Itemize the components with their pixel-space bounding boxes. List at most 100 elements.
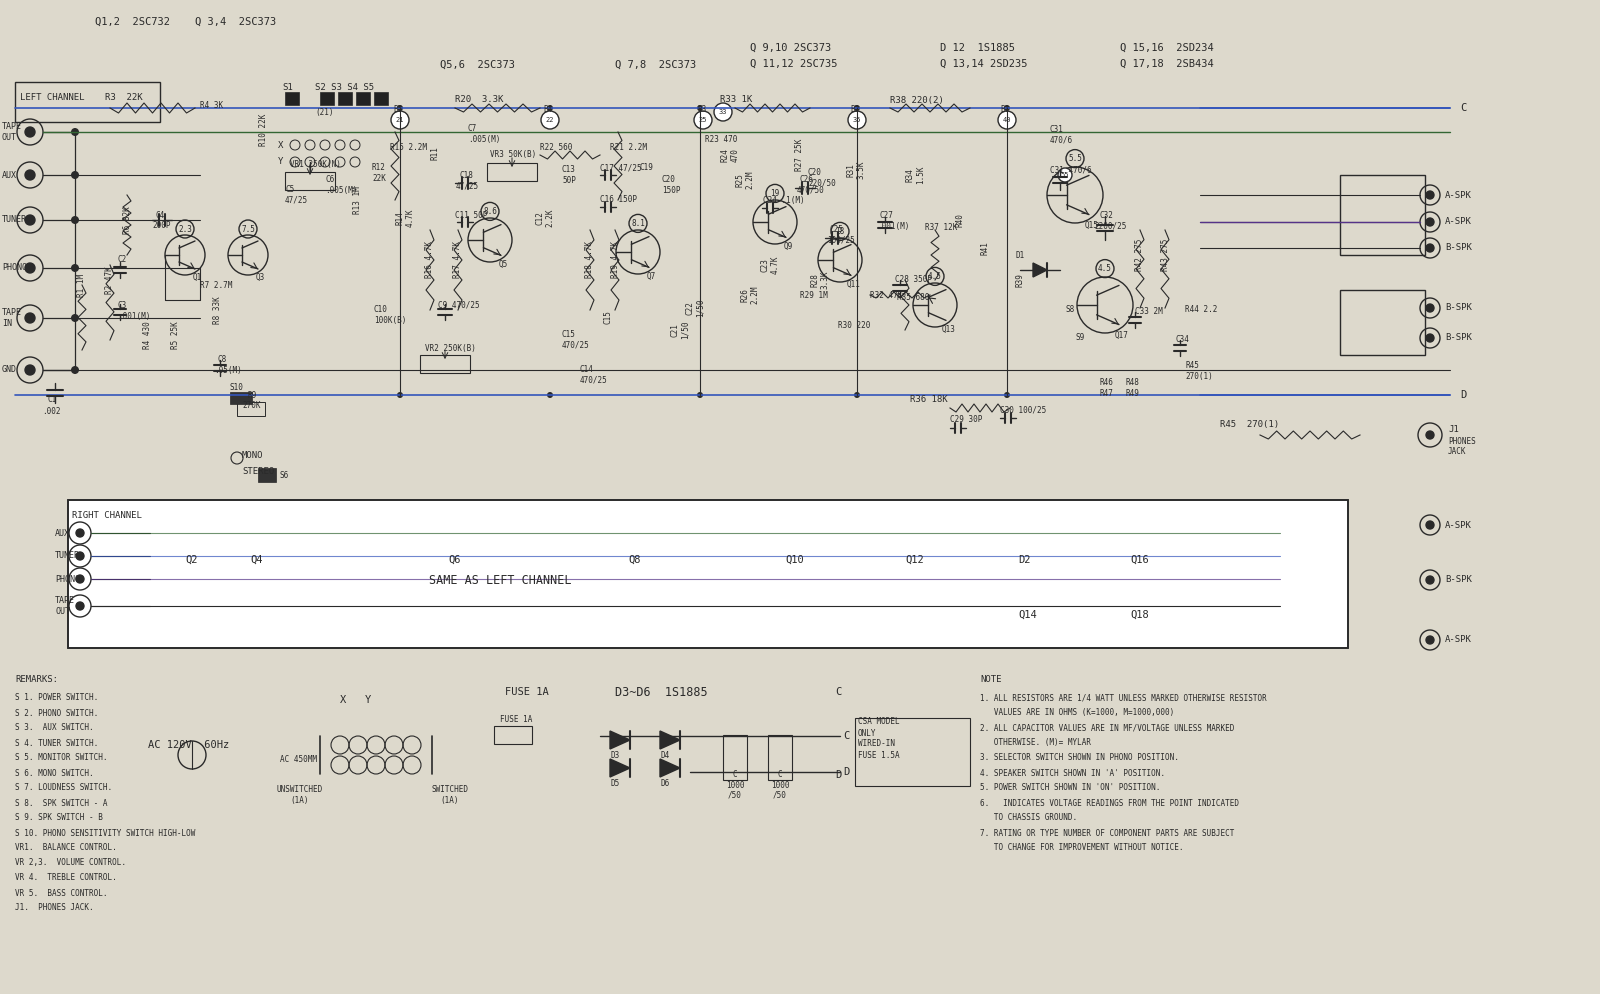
Text: D3: D3 — [610, 751, 619, 760]
Text: SAME AS LEFT CHANNEL: SAME AS LEFT CHANNEL — [429, 574, 571, 586]
Text: AUX: AUX — [54, 529, 70, 538]
Text: R26
2.2M: R26 2.2M — [741, 285, 760, 304]
Text: B1: B1 — [1000, 105, 1010, 114]
Text: Q2: Q2 — [186, 555, 197, 565]
Text: D4: D4 — [661, 751, 670, 760]
Text: C30 100/25: C30 100/25 — [1000, 406, 1046, 414]
Text: 100/25: 100/25 — [827, 236, 854, 245]
Text: A-SPK: A-SPK — [1445, 218, 1472, 227]
Text: Q1: Q1 — [192, 272, 202, 281]
Text: 4.5: 4.5 — [928, 272, 942, 281]
Text: A-SPK: A-SPK — [1445, 635, 1472, 644]
Text: S 1. POWER SWITCH.: S 1. POWER SWITCH. — [14, 694, 98, 703]
Text: R25
2.2M: R25 2.2M — [736, 171, 755, 189]
Text: 5.5: 5.5 — [1069, 154, 1082, 163]
Text: R41: R41 — [981, 242, 989, 254]
Text: R9: R9 — [248, 391, 258, 400]
Circle shape — [547, 392, 554, 398]
Text: 25: 25 — [699, 117, 707, 123]
Text: FUSE 1.5A: FUSE 1.5A — [858, 750, 899, 759]
Text: 8.1: 8.1 — [630, 219, 645, 228]
Bar — [355, 92, 370, 105]
Text: C22
1/50: C22 1/50 — [685, 299, 704, 317]
Text: R8 33K: R8 33K — [213, 296, 222, 324]
Text: B2: B2 — [850, 105, 859, 114]
Text: X   Y: X Y — [339, 695, 371, 705]
Text: B-SPK: B-SPK — [1445, 334, 1472, 343]
Text: D6: D6 — [661, 779, 670, 788]
Text: FUSE 1A: FUSE 1A — [506, 687, 549, 697]
Text: R34
1.5K: R34 1.5K — [906, 166, 925, 184]
Text: S 5. MONITOR SWITCH.: S 5. MONITOR SWITCH. — [14, 753, 107, 762]
Text: WIRED-IN: WIRED-IN — [858, 740, 894, 748]
Text: C18: C18 — [461, 171, 474, 180]
Text: S8: S8 — [1066, 305, 1074, 314]
Text: 55: 55 — [1061, 172, 1069, 178]
Bar — [338, 92, 352, 105]
Circle shape — [77, 529, 83, 537]
Text: 7.5: 7.5 — [242, 225, 254, 234]
Text: R30 220: R30 220 — [838, 320, 870, 329]
Text: X: X — [278, 140, 283, 149]
Text: 2200/25: 2200/25 — [1094, 222, 1126, 231]
Circle shape — [26, 365, 35, 375]
Bar — [237, 402, 266, 416]
Text: B4: B4 — [542, 105, 552, 114]
Circle shape — [854, 105, 861, 111]
Text: Q3: Q3 — [256, 272, 264, 281]
Text: VR 2,3.  VOLUME CONTROL.: VR 2,3. VOLUME CONTROL. — [14, 859, 126, 868]
Text: D5: D5 — [610, 779, 619, 788]
Circle shape — [397, 392, 403, 398]
Bar — [723, 735, 747, 780]
Circle shape — [1005, 105, 1010, 111]
Circle shape — [1426, 636, 1434, 644]
Text: C: C — [843, 731, 850, 741]
Text: .002: .002 — [42, 408, 61, 416]
Circle shape — [26, 313, 35, 323]
Text: J1.  PHONES JACK.: J1. PHONES JACK. — [14, 904, 94, 912]
Circle shape — [714, 103, 733, 121]
Text: D: D — [1459, 390, 1466, 400]
Bar — [374, 92, 387, 105]
Text: Q4: Q4 — [250, 555, 262, 565]
Circle shape — [77, 552, 83, 560]
Text: R29 1M: R29 1M — [800, 290, 827, 299]
Text: D3~D6  1S1885: D3~D6 1S1885 — [614, 686, 707, 699]
Circle shape — [541, 111, 558, 129]
Text: TUNER: TUNER — [2, 216, 27, 225]
Bar — [494, 726, 531, 744]
Bar — [1341, 175, 1426, 255]
Text: D1: D1 — [1014, 250, 1024, 259]
Text: C24 .1(M): C24 .1(M) — [763, 196, 805, 205]
Text: R4 3K: R4 3K — [200, 100, 222, 109]
Circle shape — [1426, 334, 1434, 342]
Text: R27 25K: R27 25K — [795, 139, 805, 171]
Text: 40: 40 — [1003, 117, 1011, 123]
Text: J1: J1 — [1448, 425, 1459, 434]
Text: R13 1M: R13 1M — [354, 186, 363, 214]
Text: D: D — [843, 767, 850, 777]
Text: R2 47K: R2 47K — [106, 266, 115, 294]
Text: R48
R49: R48 R49 — [1125, 379, 1139, 398]
Text: C5
47/25: C5 47/25 — [285, 185, 309, 205]
Polygon shape — [661, 731, 680, 749]
Text: R18 4.7K: R18 4.7K — [586, 242, 595, 278]
Text: 47/25: 47/25 — [456, 182, 478, 191]
Text: Q12: Q12 — [906, 555, 923, 565]
Circle shape — [998, 111, 1016, 129]
Text: R4 430: R4 430 — [144, 321, 152, 349]
Text: R35 680: R35 680 — [898, 293, 930, 302]
Circle shape — [1005, 392, 1010, 398]
Text: R31
3.5K: R31 3.5K — [846, 161, 866, 179]
Circle shape — [26, 215, 35, 225]
Text: C19: C19 — [640, 163, 654, 173]
Text: C20
150P: C20 150P — [662, 175, 680, 195]
Circle shape — [1426, 191, 1434, 199]
Text: Q7: Q7 — [646, 271, 656, 280]
Text: A-SPK: A-SPK — [1445, 521, 1472, 530]
Text: S 9. SPK SWITCH - B: S 9. SPK SWITCH - B — [14, 813, 102, 822]
Text: R3  22K: R3 22K — [106, 92, 142, 101]
Text: MONO: MONO — [242, 450, 264, 459]
Circle shape — [854, 392, 861, 398]
Polygon shape — [610, 731, 630, 749]
